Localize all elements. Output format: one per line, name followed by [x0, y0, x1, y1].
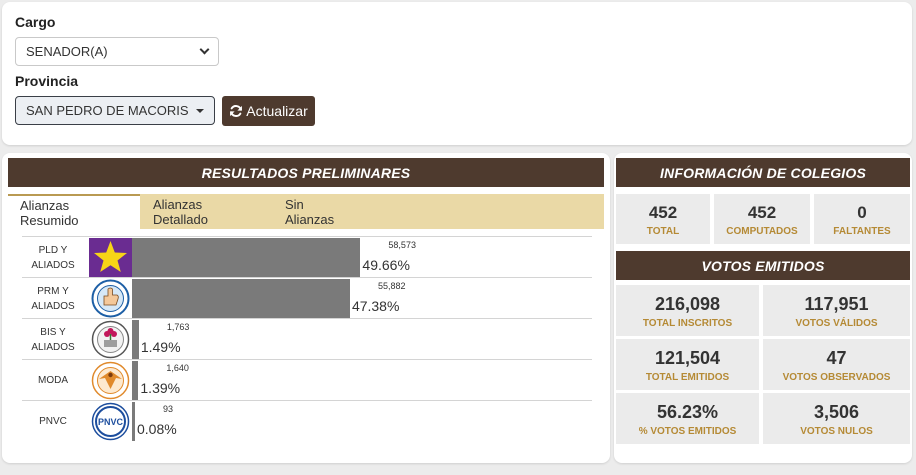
stat-value: 452	[747, 203, 777, 222]
stat-value: 452	[648, 203, 678, 222]
update-button[interactable]: Actualizar	[222, 96, 315, 126]
provincia-select-value: SAN PEDRO DE MACORIS	[26, 103, 189, 118]
stat-value: 117,951	[804, 294, 869, 314]
cargo-select[interactable]: SENADOR(A)	[15, 37, 219, 66]
votos-observados-box: 47 VOTOS OBSERVADOS	[763, 339, 910, 390]
colegios-panel: INFORMACIÓN DE COLEGIOS 452 TOTAL 452 CO…	[614, 153, 912, 463]
results-bar-chart: PLD Y ALIADOS 58,573 49.66% PRM Y ALIADO…	[22, 236, 592, 458]
vote-count: 55,882	[377, 281, 406, 291]
stat-label: COMPUTADOS	[726, 226, 798, 237]
chart-bar	[132, 320, 139, 359]
update-button-label: Actualizar	[246, 103, 308, 119]
stat-label: VOTOS VÁLIDOS	[795, 318, 878, 329]
pld-star-logo	[89, 238, 132, 277]
colegios-faltantes-box: 0 FALTANTES	[814, 194, 910, 244]
chart-row: PNVC PNVC 93 0.08%	[22, 400, 592, 441]
stat-label: TOTAL EMITIDOS	[645, 372, 730, 383]
votos-nulos-box: 3,506 VOTOS NULOS	[763, 393, 910, 444]
stat-label: VOTOS NULOS	[800, 426, 873, 437]
vote-count: 93	[163, 404, 174, 414]
vote-count: 1,640	[166, 363, 189, 373]
prm-hand-logo	[91, 279, 130, 318]
stat-label: % VOTOS EMITIDOS	[638, 426, 737, 437]
party-label: BIS Y ALIADOS	[31, 326, 75, 353]
votos-porcentaje-box: 56.23% % VOTOS EMITIDOS	[616, 393, 759, 444]
chart-bar	[132, 238, 361, 277]
vote-percent: 1.49%	[140, 339, 181, 355]
stat-value: 216,098	[654, 294, 721, 314]
chart-row: PRM Y ALIADOS 55,882 47.38%	[22, 277, 592, 318]
cargo-label: Cargo	[15, 14, 56, 30]
vote-percent: 49.66%	[362, 257, 410, 273]
sync-icon	[230, 105, 243, 117]
party-label: PLD Y ALIADOS	[31, 244, 75, 271]
results-tabs: Alianzas Resumido Alianzas Detallado Sin…	[8, 194, 604, 229]
colegios-title: INFORMACIÓN DE COLEGIOS	[616, 158, 910, 187]
stat-value: 121,504	[654, 348, 721, 368]
votos-validos-box: 117,951 VOTOS VÁLIDOS	[763, 285, 910, 336]
stat-value: 47	[826, 348, 847, 368]
chart-row: PLD Y ALIADOS 58,573 49.66%	[22, 236, 592, 277]
chart-bar	[132, 402, 135, 441]
tab-alianzas-resumido[interactable]: Alianzas Resumido	[8, 194, 140, 229]
results-panel: RESULTADOS PRELIMINARES Alianzas Resumid…	[2, 153, 610, 463]
votos-total-emitidos-box: 121,504 TOTAL EMITIDOS	[616, 339, 759, 390]
tab-alianzas-detallado[interactable]: Alianzas Detallado	[153, 196, 208, 227]
votos-title: VOTOS EMITIDOS	[616, 251, 910, 280]
stat-value: 56.23%	[656, 402, 719, 422]
provincia-label: Provincia	[15, 73, 79, 89]
pnvc-logo: PNVC	[91, 402, 130, 441]
stat-value: 3,506	[813, 402, 860, 422]
caret-down-icon	[196, 108, 204, 113]
stat-label: TOTAL	[646, 226, 680, 237]
vote-percent: 0.08%	[137, 421, 177, 437]
votos-total-inscritos-box: 216,098 TOTAL INSCRITOS	[616, 285, 759, 336]
chart-row: MODA 1,640 1.39%	[22, 359, 592, 400]
chart-bar	[132, 361, 139, 400]
results-title: RESULTADOS PRELIMINARES	[8, 158, 604, 187]
vote-count: 1,763	[166, 322, 190, 332]
colegios-total-box: 452 TOTAL	[616, 194, 710, 244]
vote-percent: 47.38%	[351, 298, 400, 314]
party-label: PNVC	[39, 416, 67, 427]
tab-sin-alianzas[interactable]: Sin Alianzas	[285, 196, 335, 227]
cargo-select-value: SENADOR(A)	[26, 44, 108, 59]
chart-bar	[132, 279, 350, 318]
chart-row: BIS Y ALIADOS 1,763 1.49%	[22, 318, 592, 359]
stat-value: 0	[857, 203, 867, 222]
stat-label: FALTANTES	[833, 226, 891, 237]
vote-count: 58,573	[388, 240, 416, 250]
colegios-computados-box: 452 COMPUTADOS	[714, 194, 810, 244]
bis-flower-logo	[91, 320, 130, 359]
stat-label: TOTAL INSCRITOS	[642, 318, 733, 329]
party-label: MODA	[38, 375, 68, 386]
moda-bird-logo	[91, 361, 130, 400]
party-label: PRM Y ALIADOS	[31, 285, 75, 312]
chevron-down-icon	[199, 44, 210, 55]
filters-panel: Cargo SENADOR(A) Provincia SAN PEDRO DE …	[2, 2, 912, 145]
stat-label: VOTOS OBSERVADOS	[782, 372, 891, 383]
vote-percent: 1.39%	[140, 380, 181, 396]
provincia-select[interactable]: SAN PEDRO DE MACORIS	[15, 96, 215, 125]
pnvc-logo-text: PNVC	[98, 417, 124, 427]
